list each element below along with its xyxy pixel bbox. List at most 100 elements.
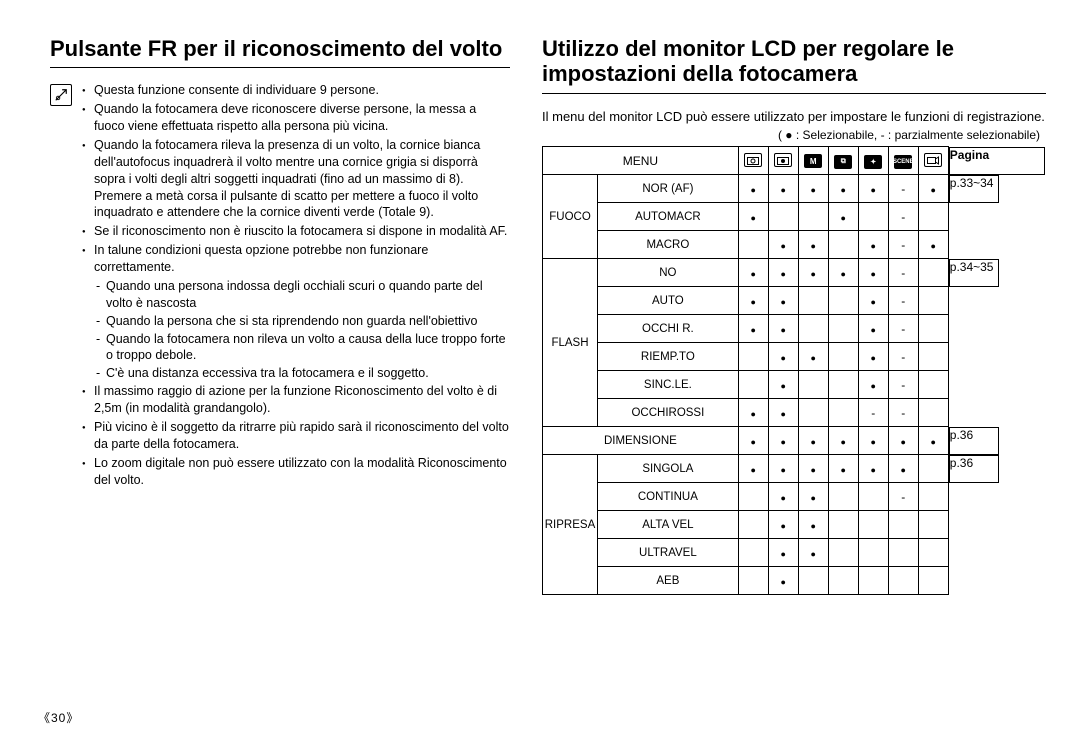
table-cell <box>798 399 828 427</box>
table-page-ref: p.34~35 <box>949 259 999 287</box>
table-legend: ( ● : Selezionabile, - : parzialmente se… <box>542 128 1046 142</box>
table-cell: ● <box>768 287 798 315</box>
table-cell: ● <box>858 371 888 399</box>
table-cell: ● <box>798 231 828 259</box>
note-sub-bullet: C'è una distanza eccessiva tra la fotoca… <box>82 365 510 382</box>
right-column-title: Utilizzo del monitor LCD per regolare le… <box>542 36 1046 94</box>
table-cell: ● <box>858 315 888 343</box>
table-page-ref: p.36 <box>949 455 999 483</box>
table-cell: - <box>888 287 918 315</box>
SCENE-mode-icon: SCENE <box>894 155 912 169</box>
table-cell <box>828 511 858 539</box>
note-bullet: Se il riconoscimento non è riuscito la f… <box>82 223 510 240</box>
table-cell <box>828 567 858 595</box>
table-cell: ● <box>768 427 798 455</box>
dual-mode-icon: ⧉ <box>834 155 852 169</box>
table-row: SINC.LE.●●- <box>543 371 1046 399</box>
table-cell <box>918 539 948 567</box>
table-cell: - <box>858 399 888 427</box>
table-cell: - <box>888 259 918 287</box>
table-cell: ● <box>768 315 798 343</box>
table-cell: - <box>888 315 918 343</box>
table-row: AUTO●●●- <box>543 287 1046 315</box>
notes-list: Questa funzione consente di individuare … <box>82 82 510 490</box>
table-row: ALTA VEL●● <box>543 511 1046 539</box>
page-number: 《30》 <box>38 709 79 726</box>
table-submenu: OCCHIROSSI <box>598 399 739 427</box>
table-cell: ● <box>918 427 948 455</box>
table-cell <box>858 539 888 567</box>
table-cell: ● <box>828 203 858 231</box>
table-submenu: OCCHI R. <box>598 315 739 343</box>
table-submenu: AEB <box>598 567 739 595</box>
table-cell: ● <box>738 455 768 483</box>
table-cell: ● <box>738 399 768 427</box>
table-cell <box>828 371 858 399</box>
table-page-ref: p.36 <box>949 427 999 455</box>
table-cell <box>768 203 798 231</box>
table-cell: ● <box>858 259 888 287</box>
table-row: AUTOMACR●●- <box>543 203 1046 231</box>
table-submenu: SINGOLA <box>598 455 739 483</box>
table-cell <box>858 203 888 231</box>
table-cell <box>918 203 948 231</box>
table-cell <box>858 567 888 595</box>
table-cell: ● <box>888 427 918 455</box>
table-submenu: ULTRAVEL <box>598 539 739 567</box>
table-cell <box>858 511 888 539</box>
movie-mode-icon <box>924 153 942 167</box>
table-cell: ● <box>798 175 828 203</box>
note-icon <box>50 84 72 106</box>
mode-column-header <box>918 147 948 175</box>
table-category: FUOCO <box>543 175 598 259</box>
table-cell: ● <box>738 203 768 231</box>
table-cell <box>798 371 828 399</box>
table-cell: ● <box>798 511 828 539</box>
table-cell: ● <box>768 343 798 371</box>
table-cell: ● <box>858 231 888 259</box>
table-cell: ● <box>738 175 768 203</box>
mode-column-header <box>768 147 798 175</box>
table-cell: - <box>888 371 918 399</box>
table-cell: ● <box>828 455 858 483</box>
table-cell: ● <box>798 259 828 287</box>
table-cell: ● <box>798 539 828 567</box>
settings-table: MENUM⧉✦SCENEPagina FUOCONOR (AF)●●●●●-●p… <box>542 146 1046 595</box>
table-cell: ● <box>918 175 948 203</box>
table-submenu: MACRO <box>598 231 739 259</box>
table-cell: ● <box>798 455 828 483</box>
table-submenu: NOR (AF) <box>598 175 739 203</box>
table-cell <box>918 455 948 483</box>
table-cell: ● <box>768 259 798 287</box>
table-cell: - <box>888 399 918 427</box>
table-cell <box>918 287 948 315</box>
mode-column-header <box>738 147 768 175</box>
note-bullet: Quando la fotocamera rileva la presenza … <box>82 137 510 221</box>
camera-mode-icon <box>744 153 762 167</box>
table-category: RIPRESA <box>543 455 598 595</box>
table-cell: ● <box>768 511 798 539</box>
table-cell: ● <box>768 539 798 567</box>
table-cell: ● <box>858 287 888 315</box>
table-row: MACRO●●●-● <box>543 231 1046 259</box>
note-bullet: Questa funzione consente di individuare … <box>82 82 510 99</box>
table-cell: ● <box>828 175 858 203</box>
table-cell <box>798 203 828 231</box>
table-cell <box>918 371 948 399</box>
table-submenu: SINC.LE. <box>598 371 739 399</box>
table-cell: ● <box>918 231 948 259</box>
table-cell <box>738 371 768 399</box>
table-cell <box>918 483 948 511</box>
table-cell <box>828 539 858 567</box>
note-sub-bullet: Quando la persona che si sta riprendendo… <box>82 313 510 330</box>
table-cell: ● <box>768 567 798 595</box>
table-cell <box>918 343 948 371</box>
table-cell <box>918 511 948 539</box>
note-bullet: Più vicino è il soggetto da ritrarre più… <box>82 419 510 453</box>
program-mode-icon <box>774 153 792 167</box>
table-cell: ● <box>768 371 798 399</box>
table-cell: ● <box>738 259 768 287</box>
mode-column-header: SCENE <box>888 147 918 175</box>
table-row: OCCHI R.●●●- <box>543 315 1046 343</box>
table-cell <box>738 539 768 567</box>
